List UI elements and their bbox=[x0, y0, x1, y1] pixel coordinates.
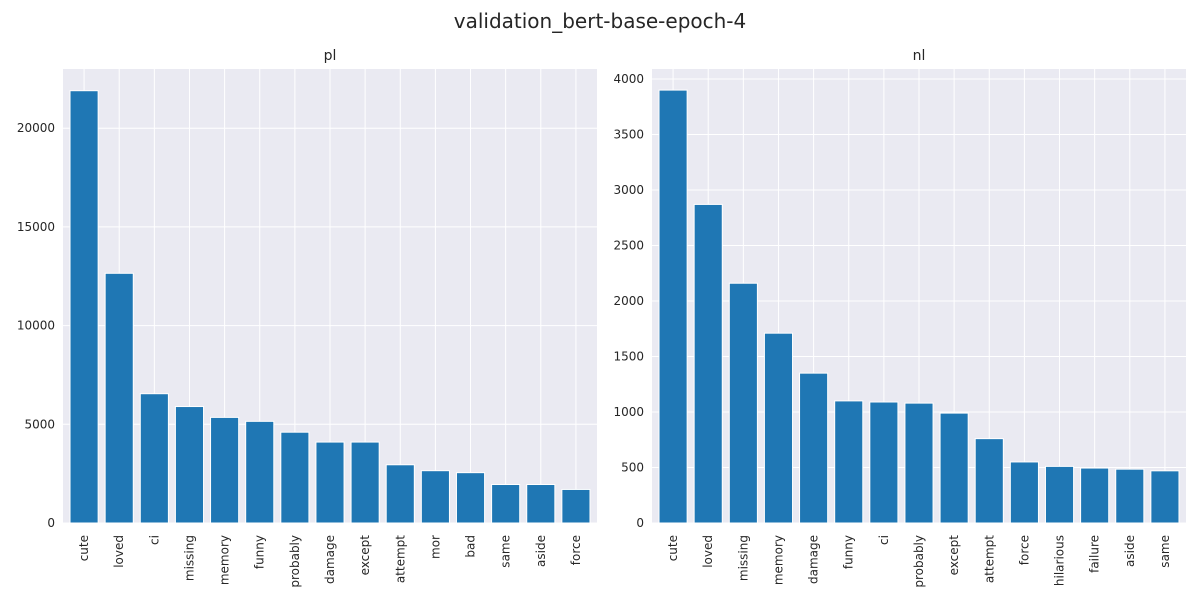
left-x-tick-label: ci bbox=[147, 535, 161, 545]
right-bar-memory bbox=[763, 332, 794, 524]
right-bar-funny bbox=[834, 400, 864, 524]
left-bar-probably bbox=[280, 431, 310, 524]
left-bars bbox=[69, 90, 591, 524]
left-y-tick-label: 5000 bbox=[24, 417, 55, 431]
left-x-tick-label: mor bbox=[428, 535, 442, 559]
left-bar-loved bbox=[104, 272, 134, 524]
figure-title: validation_bert-base-epoch-4 bbox=[454, 9, 747, 33]
right-bar-missing bbox=[728, 282, 758, 524]
left-x-tick-label: cute bbox=[77, 535, 91, 561]
left-x-tick-label: aside bbox=[534, 535, 548, 567]
left-bar-mor bbox=[420, 470, 450, 524]
right-x-tick-label: attempt bbox=[982, 535, 996, 583]
right-x-tick-label: missing bbox=[736, 535, 750, 581]
right-bar-loved bbox=[693, 203, 723, 524]
left-y-tick-label: 15000 bbox=[17, 220, 55, 234]
right-bar-probably bbox=[904, 402, 934, 524]
right-bar-cute bbox=[658, 89, 688, 524]
right-x-tick-label: cute bbox=[666, 535, 680, 561]
left-x-tick-label: except bbox=[358, 535, 372, 576]
right-bar-ci bbox=[869, 401, 899, 524]
right-x-tick-label: hilarious bbox=[1053, 535, 1067, 586]
right-bar-hilarious bbox=[1044, 465, 1075, 524]
right-x-tick-label: same bbox=[1158, 535, 1172, 568]
left-bar-aside bbox=[526, 484, 556, 524]
left-chart-title: pl bbox=[324, 48, 337, 64]
left-x-tick-label: damage bbox=[323, 535, 337, 584]
right-y-tick-label: 2500 bbox=[613, 238, 644, 252]
left-bar-bad bbox=[455, 472, 486, 524]
left-bar-cute bbox=[69, 90, 99, 524]
right-x-tick-label: probably bbox=[912, 535, 926, 588]
left-bar-ci bbox=[139, 393, 169, 524]
right-bars bbox=[658, 89, 1180, 524]
right-bar-attempt bbox=[974, 438, 1004, 524]
left-x-tick-label: funny bbox=[253, 535, 267, 569]
right-y-tick-label: 1000 bbox=[613, 405, 644, 419]
right-x-tick-label: loved bbox=[701, 535, 715, 568]
right-bar-force bbox=[1009, 461, 1039, 524]
left-y-ticks: 0 5000 10000 15000 20000 bbox=[17, 121, 55, 530]
left-y-tick-label: 10000 bbox=[17, 319, 55, 333]
right-y-ticks: 0 500 1000 1500 2000 2500 3000 3500 4000 bbox=[613, 72, 644, 530]
right-x-tick-label: failure bbox=[1088, 535, 1102, 573]
right-y-tick-label: 3500 bbox=[613, 127, 644, 141]
left-x-tick-label: same bbox=[499, 535, 513, 568]
right-bar-same bbox=[1150, 470, 1180, 524]
left-bar-memory bbox=[210, 416, 240, 524]
right-x-tick-label: ci bbox=[877, 535, 891, 545]
left-x-tick-label: bad bbox=[464, 535, 478, 558]
right-y-tick-label: 4000 bbox=[613, 72, 644, 86]
right-x-ticks: cute loved missing memory damage funny ci proba… bbox=[666, 535, 1172, 588]
left-bar-attempt bbox=[385, 464, 415, 524]
right-bar-damage bbox=[799, 372, 829, 524]
right-bar-aside bbox=[1115, 468, 1145, 524]
left-y-tick-label: 20000 bbox=[17, 121, 55, 135]
left-x-tick-label: attempt bbox=[393, 535, 407, 583]
right-x-tick-label: funny bbox=[842, 535, 856, 569]
left-bar-funny bbox=[245, 420, 275, 524]
right-x-tick-label: damage bbox=[807, 535, 821, 584]
left-x-tick-label: probably bbox=[288, 535, 302, 588]
left-y-tick-label: 0 bbox=[47, 516, 55, 530]
right-y-tick-label: 3000 bbox=[613, 183, 644, 197]
left-x-ticks: cute loved ci missing memory funny probably dam… bbox=[77, 535, 583, 588]
left-bar-damage bbox=[315, 441, 345, 524]
left-x-tick-label: memory bbox=[218, 535, 232, 585]
left-bar-except bbox=[350, 441, 380, 524]
left-x-tick-label: missing bbox=[182, 535, 196, 581]
right-y-tick-label: 500 bbox=[621, 460, 644, 474]
left-bar-missing bbox=[174, 406, 205, 524]
left-bar-same bbox=[491, 484, 521, 524]
right-bar-except bbox=[939, 412, 969, 524]
right-x-tick-label: memory bbox=[771, 535, 785, 585]
right-chart-title: nl bbox=[913, 48, 926, 64]
right-x-tick-label: aside bbox=[1123, 535, 1137, 567]
right-y-tick-label: 1500 bbox=[613, 349, 644, 363]
right-x-tick-label: except bbox=[947, 535, 961, 576]
left-bar-force bbox=[561, 488, 591, 524]
right-y-tick-label: 2000 bbox=[613, 294, 644, 308]
right-bar-failure bbox=[1080, 467, 1110, 524]
right-x-tick-label: force bbox=[1017, 535, 1031, 565]
right-y-tick-label: 0 bbox=[636, 516, 644, 530]
right-chart: 0 500 1000 1500 2000 2500 3000 3500 4000 cute lov… bbox=[613, 48, 1186, 588]
left-x-tick-label: force bbox=[569, 535, 583, 565]
left-x-tick-label: loved bbox=[112, 535, 126, 568]
left-chart: 0 5000 10000 15000 20000 cute loved ci missing m… bbox=[17, 48, 597, 588]
